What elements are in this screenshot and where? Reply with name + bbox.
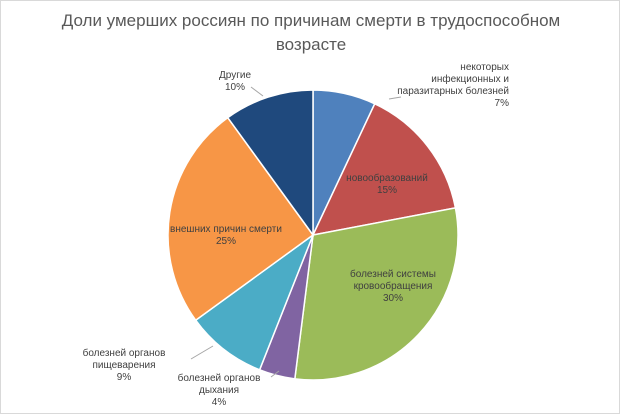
- slice-label-2: новообразований 15%: [346, 172, 428, 196]
- slice-label-7: Другие 10%: [219, 70, 251, 93]
- leader-line-5: [190, 345, 214, 360]
- slice-value-7: 10%: [225, 82, 245, 93]
- pie-slice-2: [311, 102, 457, 237]
- slice-value-5: 9%: [117, 372, 132, 383]
- slice-value-6: 25%: [216, 236, 236, 247]
- slice-label-3: болезней системы кровообращения 30%: [350, 268, 436, 304]
- slice-value-4: 4%: [212, 397, 227, 408]
- pie-slice-6: [167, 116, 315, 322]
- slice-value-3: 30%: [383, 293, 403, 304]
- slice-value-2: 15%: [377, 185, 397, 196]
- slice-label-5: болезней органов пищеварения 9%: [83, 347, 166, 383]
- pie-slice-7: [226, 89, 314, 238]
- pie-slice-5: [194, 232, 315, 371]
- slice-label-6: внешних причин смерти 25%: [170, 224, 282, 247]
- slice-value-1: 7%: [495, 98, 510, 109]
- chart-title: Доли умерших россиян по причинам смерти …: [61, 11, 561, 54]
- leader-line-4: [270, 370, 280, 378]
- slice-label-1: некоторых инфекционных и паразитарных боле…: [397, 62, 509, 109]
- leader-line-7: [250, 86, 264, 97]
- leader-line-1: [388, 96, 402, 100]
- pie-slice-3: [293, 206, 459, 381]
- slice-label-4: болезней органов дыхания 4%: [178, 372, 261, 408]
